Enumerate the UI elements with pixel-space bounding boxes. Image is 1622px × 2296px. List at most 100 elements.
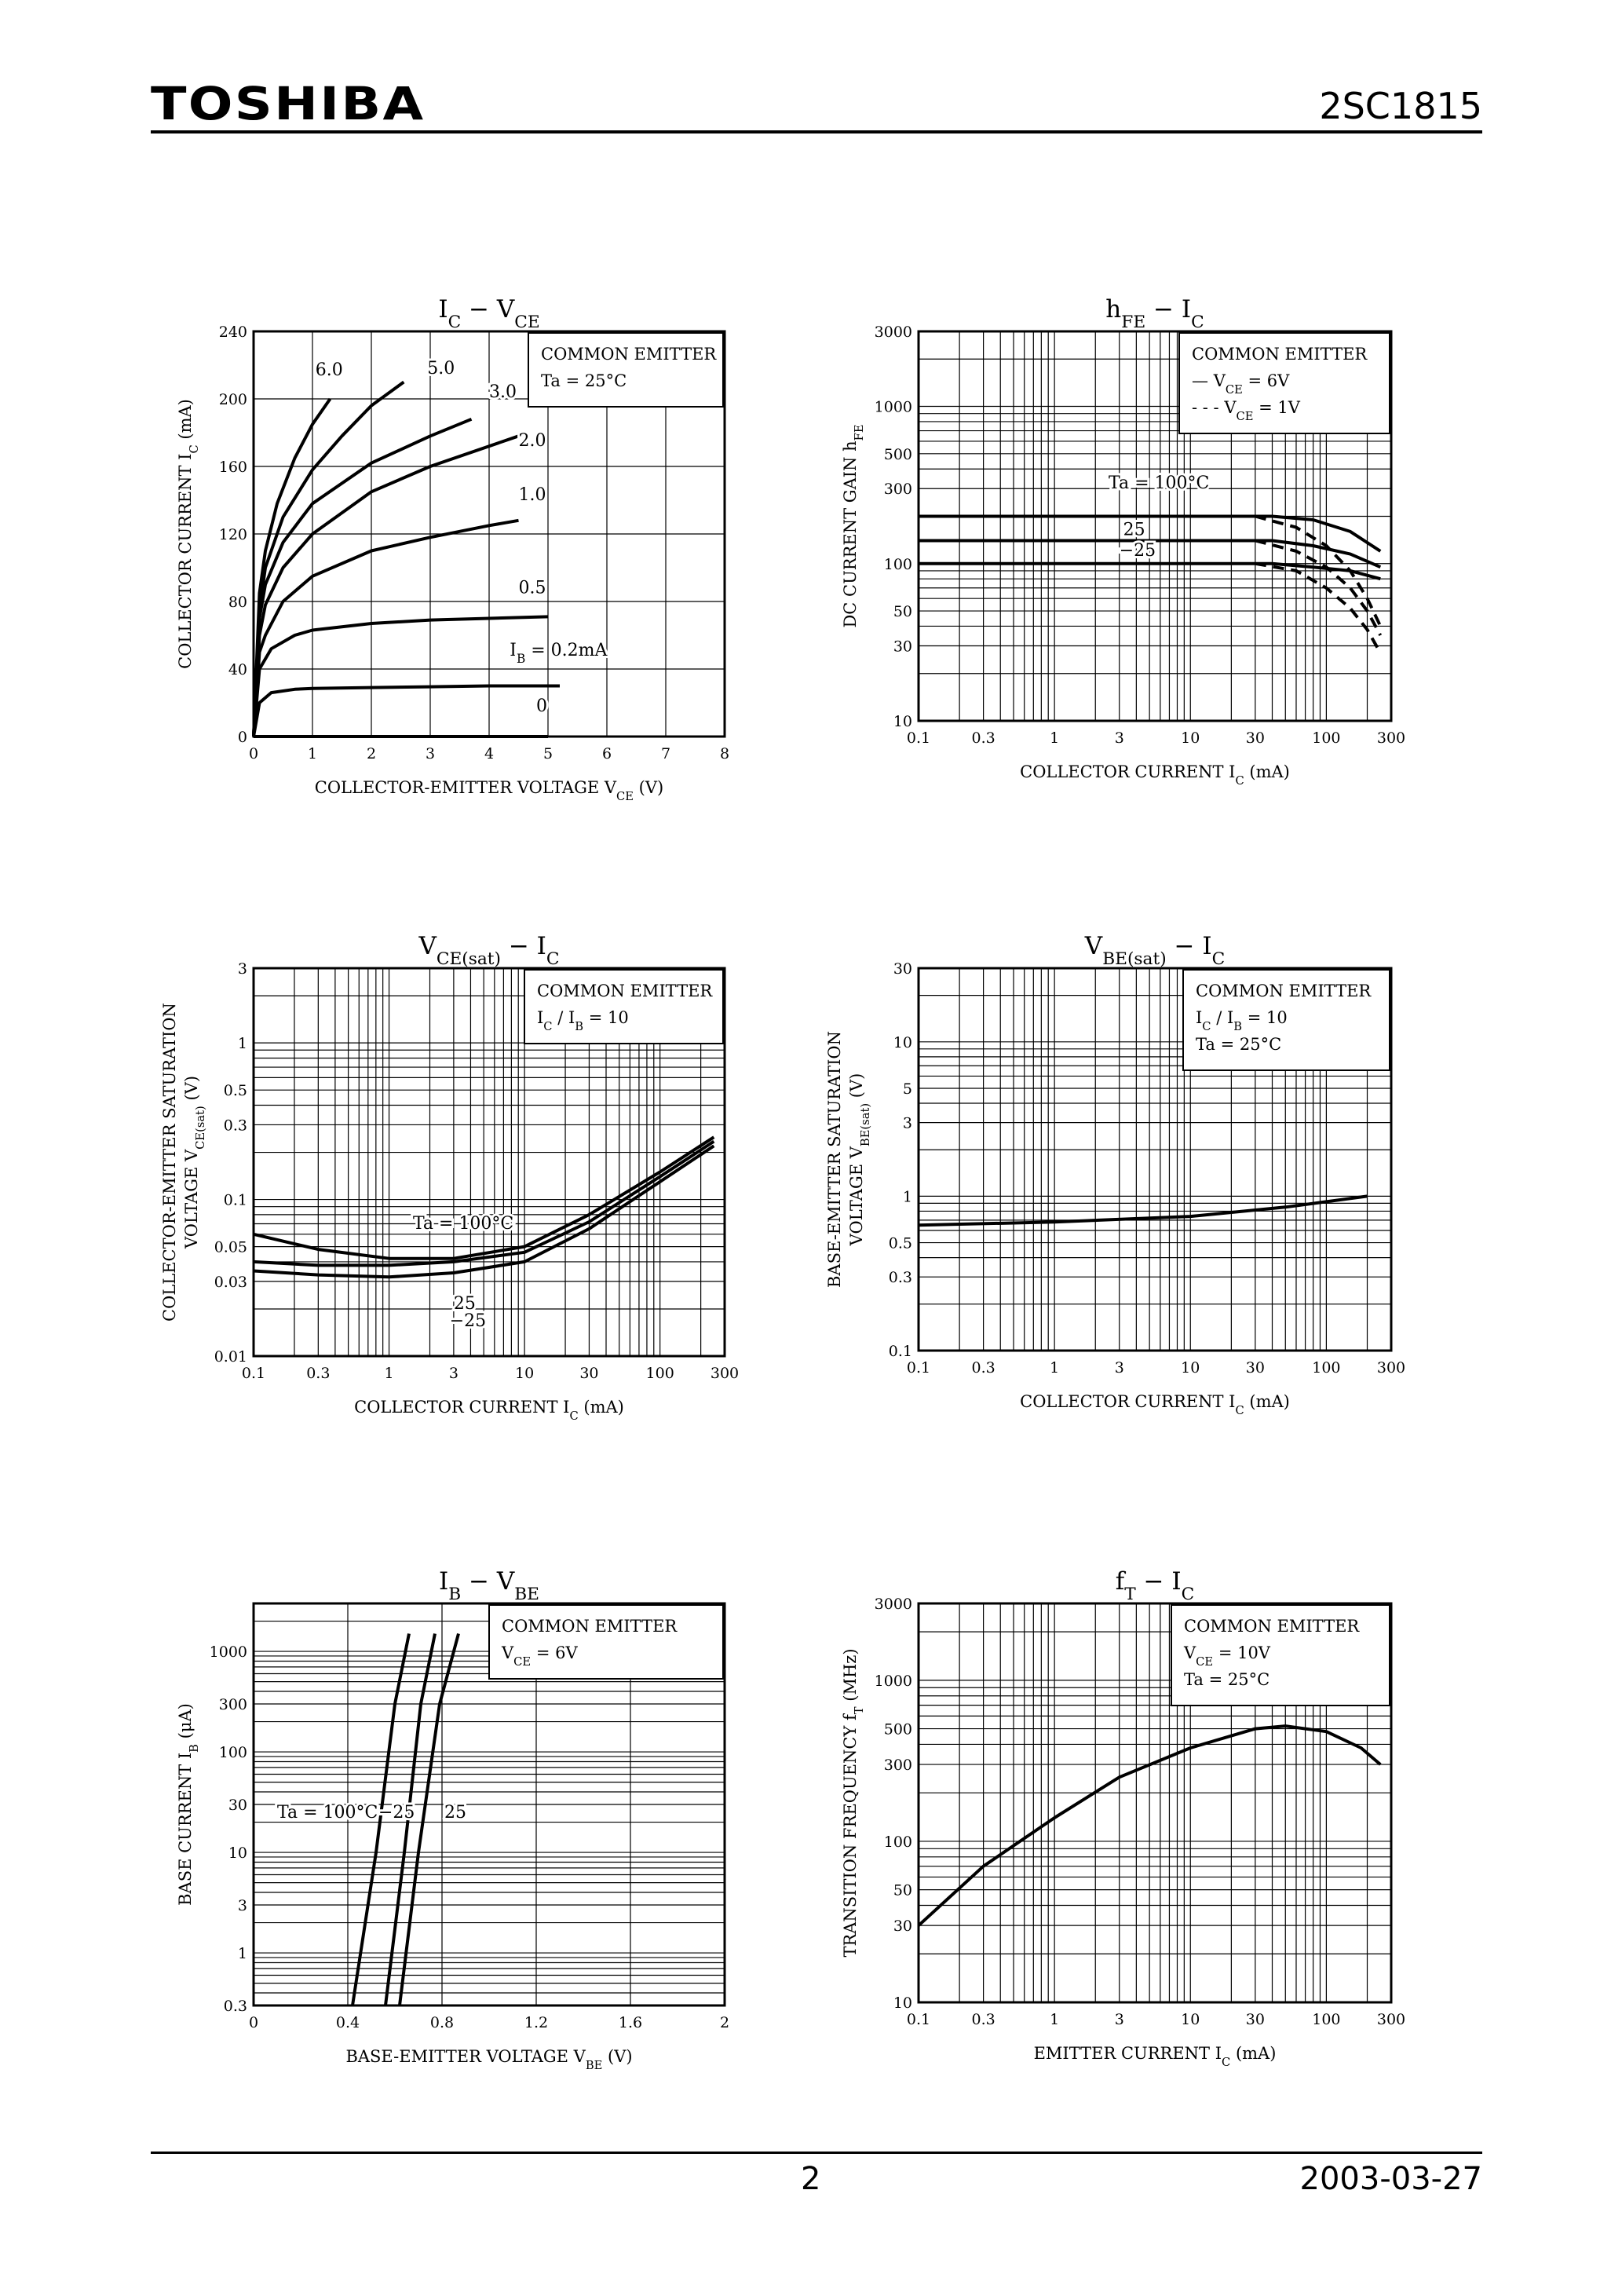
text-run: V (1084, 932, 1103, 960)
text-run: (V) (182, 1076, 201, 1106)
x-tick-label: 300 (1377, 2011, 1405, 2028)
text-subscript: B (1233, 1020, 1242, 1033)
text-run: h (1105, 295, 1121, 324)
x-tick-label: 2 (720, 2014, 729, 2031)
chart-title: hFE − IC (1105, 295, 1204, 332)
text-run: = 6V (1243, 371, 1290, 390)
plot-frame (917, 1602, 1393, 2004)
text-subscript: FE (1121, 313, 1145, 332)
legend-entry: Ta = 25°C (1184, 1670, 1269, 1689)
text-run: = 10 (1242, 1008, 1288, 1027)
series-line (252, 684, 560, 737)
text-subscript: B (188, 1744, 201, 1753)
text-subscript: BE (514, 1585, 539, 1604)
text-run: − I (1167, 932, 1212, 960)
data-annotation: 2.0 (519, 431, 546, 451)
text-subscript: CE(sat) (437, 949, 501, 969)
text-run: −25 (378, 1803, 415, 1823)
text-subscript: B (517, 652, 525, 666)
legend-entry: COMMON EMITTER (502, 1617, 678, 1636)
text-subscript: CE (1226, 383, 1243, 397)
y-tick-label: 240 (219, 324, 247, 341)
y-tick-label: 0.03 (214, 1274, 247, 1291)
y-axis-label: BASE-EMITTER SATURATION (825, 1031, 844, 1288)
text-run: I (438, 295, 448, 324)
y-tick-label: 0.3 (224, 1998, 247, 2015)
y-tick-label: 50 (893, 1882, 912, 1899)
y-tick-label: 10 (228, 1844, 247, 1862)
y-axis-label: TRANSITION FREQUENCY fT (MHz) (841, 1648, 866, 1957)
legend-box (528, 332, 724, 408)
x-tick-label: 3 (1115, 1359, 1124, 1377)
text-run: −25 (450, 1311, 486, 1331)
text-run: 1.0 (519, 485, 546, 505)
y-tick-label: 0.01 (214, 1348, 247, 1366)
data-annotation: Ta = 100°C (1109, 473, 1209, 493)
legend-entry: COMMON EMITTER (1184, 1617, 1360, 1636)
x-tick-label: 1.6 (619, 2014, 642, 2031)
y-tick-label: 1 (238, 1945, 247, 1962)
text-run: = 6V (531, 1643, 578, 1662)
y-axis-label: BASE CURRENT IB (μA) (176, 1703, 201, 1906)
text-run: I (439, 1567, 448, 1596)
legend-entry: COMMON EMITTER (541, 345, 717, 364)
text-run: = 0.2mA (525, 641, 608, 660)
y-tick-label: 0.5 (889, 1235, 912, 1252)
series-line (398, 1632, 460, 2006)
text-run: (μA) (176, 1703, 195, 1744)
text-run: COLLECTOR-EMITTER SATURATION (160, 1003, 179, 1322)
series-line (918, 1194, 1368, 1227)
data-annotation: 25 (444, 1803, 466, 1823)
text-run: VOLTAGE V (847, 1146, 866, 1246)
text-run: (mA) (1230, 2044, 1276, 2063)
text-subscript: BE(sat) (1102, 949, 1166, 969)
text-subscript: C (1202, 1020, 1211, 1033)
x-tick-label: 1 (385, 1365, 394, 1382)
y-tick-label: 100 (884, 1834, 912, 1851)
text-run: COMMON EMITTER (1192, 345, 1368, 364)
text-run: EMITTER CURRENT I (1034, 2044, 1222, 2063)
text-run: COLLECTOR-EMITTER VOLTAGE V (315, 778, 617, 797)
legend-entry: - - - VCE = 1V (1192, 398, 1301, 423)
y-tick-label: 40 (228, 661, 247, 678)
data-annotation: 1.0 (519, 485, 546, 505)
text-subscript: CE (616, 790, 634, 803)
series-line (252, 615, 549, 737)
text-run: Ta = 25°C (1184, 1670, 1269, 1689)
y-tick-label: 0.1 (224, 1192, 247, 1209)
y-tick-label: 1000 (210, 1643, 247, 1661)
x-tick-label: 300 (1377, 1359, 1405, 1377)
x-tick-label: 6 (602, 745, 612, 762)
y-axis-label: COLLECTOR CURRENT IC (mA) (176, 399, 201, 669)
x-tick-label: 300 (711, 1365, 739, 1382)
x-tick-label: 10 (515, 1365, 534, 1382)
x-tick-label: 3 (449, 1365, 458, 1382)
text-run: COMMON EMITTER (1196, 982, 1372, 1000)
legend-entry: Ta = 25°C (1196, 1035, 1281, 1054)
y-tick-label: 0.3 (889, 1269, 912, 1286)
x-tick-label: 0.1 (907, 2011, 930, 2028)
x-tick-label: 1 (1050, 729, 1059, 747)
chart-title: IB − VBE (439, 1567, 539, 1604)
x-tick-label: 4 (484, 745, 494, 762)
x-tick-label: 1 (308, 745, 317, 762)
text-subscript: C (188, 444, 201, 453)
y-axis-label: DC CURRENT GAIN hFE (841, 424, 866, 627)
series-line (919, 514, 1382, 553)
x-tick-label: 30 (1246, 2011, 1265, 2028)
y-tick-label: 0 (238, 729, 247, 746)
text-run: VOLTAGE V (182, 1149, 201, 1249)
header-logo: TOSHIBA (151, 77, 426, 130)
text-run: 6.0 (316, 360, 343, 380)
x-tick-label: 1.2 (524, 2014, 548, 2031)
text-run: 25 (454, 1294, 476, 1314)
y-tick-label: 10 (893, 713, 912, 730)
text-subscript: C (569, 1409, 578, 1423)
data-annotation: Ta = 100°C (413, 1214, 513, 1234)
series-line (252, 397, 332, 737)
y-tick-label: 100 (884, 556, 912, 573)
series-line (917, 1724, 1382, 1927)
